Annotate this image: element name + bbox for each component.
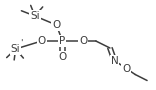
Text: O: O <box>52 20 61 30</box>
Text: ': ' <box>20 39 22 48</box>
Text: N: N <box>110 56 118 66</box>
Text: O: O <box>79 36 87 46</box>
Text: P: P <box>59 36 66 46</box>
Text: O: O <box>122 64 130 74</box>
Text: Si: Si <box>11 44 20 54</box>
Text: O: O <box>58 52 66 62</box>
Text: O: O <box>37 36 46 46</box>
Text: Si: Si <box>30 11 40 21</box>
